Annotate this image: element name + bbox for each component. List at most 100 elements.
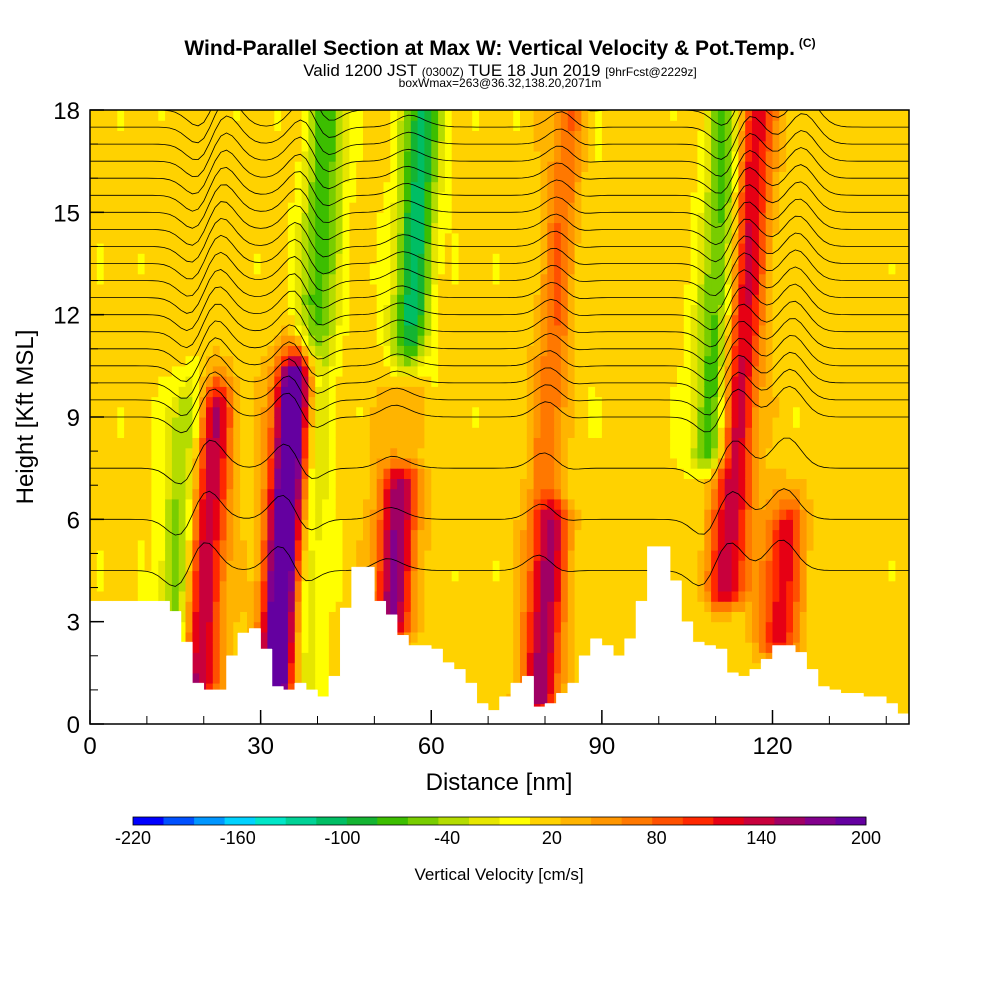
velocity-cell <box>554 591 562 602</box>
velocity-cell <box>260 642 268 653</box>
velocity-cell <box>642 335 651 346</box>
velocity-cell <box>417 468 425 479</box>
velocity-cell <box>90 222 98 234</box>
velocity-cell <box>117 120 125 131</box>
velocity-cell <box>520 631 528 643</box>
velocity-cell <box>178 396 187 408</box>
velocity-cell <box>574 457 582 469</box>
velocity-cell <box>247 222 255 234</box>
velocity-cell <box>485 222 494 234</box>
velocity-cell <box>636 457 644 469</box>
velocity-cell <box>601 580 610 592</box>
velocity-cell <box>451 202 460 213</box>
velocity-cell <box>581 304 589 316</box>
velocity-cell <box>458 304 466 316</box>
velocity-cell <box>629 591 637 602</box>
velocity-cell <box>233 509 241 520</box>
velocity-cell <box>103 263 112 275</box>
velocity-cell <box>90 457 98 469</box>
velocity-cell <box>376 550 385 561</box>
velocity-cell <box>581 161 589 172</box>
velocity-cell <box>267 243 275 254</box>
velocity-cell <box>171 243 180 254</box>
velocity-cell <box>199 652 207 664</box>
velocity-cell <box>458 468 466 479</box>
velocity-cell <box>458 212 466 224</box>
velocity-cell <box>540 304 548 316</box>
velocity-cell <box>96 181 105 193</box>
velocity-cell <box>349 171 357 183</box>
velocity-cell <box>233 396 241 408</box>
velocity-cell <box>199 263 207 275</box>
velocity-cell <box>601 294 610 305</box>
velocity-cell <box>410 304 419 316</box>
velocity-cell <box>560 324 569 336</box>
velocity-cell <box>315 417 323 428</box>
velocity-cell <box>520 621 528 633</box>
velocity-cell <box>499 273 507 285</box>
velocity-cell <box>130 212 139 224</box>
velocity-cell <box>615 529 623 541</box>
velocity-cell <box>479 140 487 152</box>
velocity-cell <box>526 478 535 490</box>
velocity-cell <box>622 550 630 561</box>
velocity-cell <box>171 539 180 551</box>
velocity-cell <box>520 120 528 131</box>
velocity-cell <box>110 161 118 172</box>
velocity-cell <box>533 652 541 664</box>
velocity-cell <box>158 212 166 224</box>
velocity-cell <box>649 365 658 377</box>
velocity-cell <box>376 509 385 520</box>
velocity-cell <box>581 519 589 531</box>
velocity-cell <box>574 181 582 193</box>
velocity-cell <box>526 335 535 346</box>
velocity-cell <box>253 181 262 193</box>
velocity-cell <box>90 488 98 500</box>
velocity-cell <box>622 120 630 131</box>
velocity-cell <box>322 631 330 643</box>
velocity-cell <box>308 253 316 265</box>
velocity-cell <box>328 120 337 131</box>
velocity-cell <box>383 519 391 531</box>
velocity-cell <box>397 621 405 633</box>
velocity-cell <box>342 171 350 183</box>
velocity-cell <box>96 150 105 162</box>
velocity-cell <box>315 335 323 346</box>
velocity-cell <box>356 263 364 275</box>
velocity-cell <box>383 457 391 469</box>
velocity-cell <box>144 324 152 336</box>
velocity-cell <box>117 560 125 572</box>
velocity-cell <box>444 202 453 213</box>
velocity-cell <box>636 140 644 152</box>
velocity-cell <box>424 263 432 275</box>
velocity-cell <box>308 560 316 572</box>
velocity-cell <box>615 140 623 152</box>
velocity-cell <box>615 191 623 203</box>
velocity-cell <box>636 539 644 551</box>
velocity-cell <box>110 386 118 398</box>
velocity-cell <box>260 539 268 551</box>
velocity-cell <box>328 294 337 305</box>
velocity-cell <box>267 191 275 203</box>
velocity-cell <box>520 560 528 572</box>
velocity-cell <box>383 130 391 142</box>
velocity-cell <box>103 468 112 479</box>
velocity-cell <box>506 652 514 664</box>
velocity-cell <box>294 560 303 572</box>
velocity-cell <box>636 550 644 561</box>
velocity-cell <box>274 601 282 612</box>
velocity-cell <box>322 376 330 387</box>
velocity-cell <box>192 468 200 479</box>
velocity-cell <box>465 150 473 162</box>
velocity-cell <box>642 447 651 459</box>
velocity-cell <box>267 550 275 561</box>
velocity-cell <box>247 591 255 602</box>
velocity-cell <box>608 232 617 244</box>
velocity-cell <box>410 550 419 561</box>
velocity-cell <box>383 406 391 418</box>
velocity-cell <box>117 253 125 265</box>
velocity-cell <box>267 417 275 428</box>
velocity-cell <box>199 191 207 203</box>
velocity-cell <box>192 355 200 367</box>
velocity-cell <box>547 355 555 367</box>
